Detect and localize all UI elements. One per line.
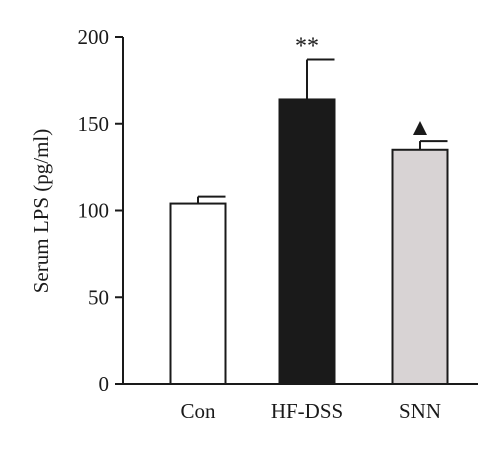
y-tick-label: 200 bbox=[78, 25, 110, 49]
y-tick-label: 100 bbox=[78, 199, 110, 223]
x-category-label: SNN bbox=[399, 399, 441, 423]
bar-hf-dss bbox=[278, 98, 336, 386]
bar-con bbox=[169, 202, 227, 385]
significance-marker: ** bbox=[295, 34, 319, 60]
significance-marker: ▲ bbox=[408, 115, 432, 141]
bar-snn bbox=[391, 148, 449, 385]
y-tick-label: 0 bbox=[99, 372, 110, 396]
bars-layer bbox=[169, 58, 449, 386]
y-tick-label: 50 bbox=[88, 285, 109, 309]
x-category-label: HF-DSS bbox=[271, 399, 343, 423]
x-category-label: Con bbox=[180, 399, 216, 423]
labels-layer: 0 50 100 150 200 Con HF-DSS ** SNN ▲ bbox=[78, 25, 442, 423]
y-tick-label: 150 bbox=[78, 112, 110, 136]
y-axis-title: Serum LPS (pg/ml) bbox=[29, 129, 53, 294]
